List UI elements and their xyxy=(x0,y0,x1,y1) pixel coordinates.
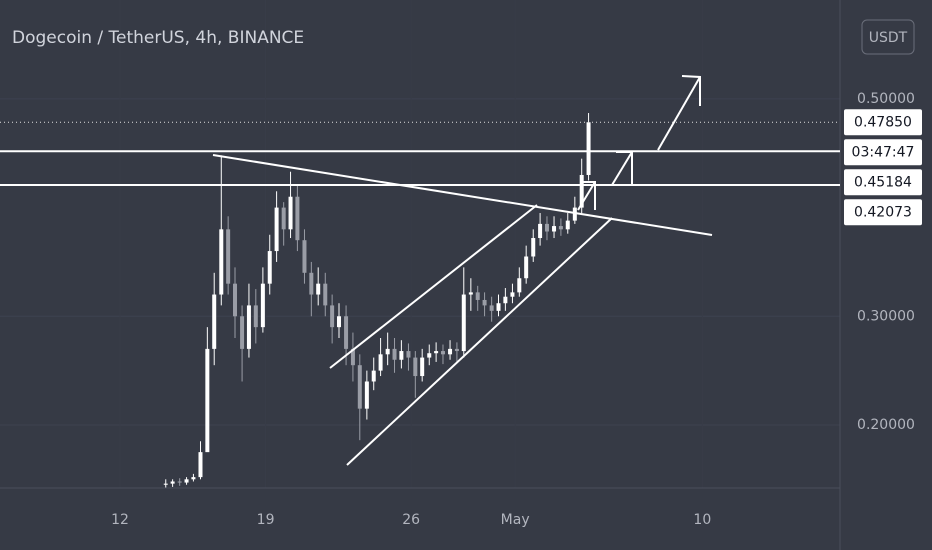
candle-body xyxy=(267,251,272,284)
arrow-head xyxy=(681,75,701,106)
candle-body xyxy=(475,292,480,300)
candle-body xyxy=(288,196,293,230)
candle-body xyxy=(572,207,577,221)
candle-body xyxy=(184,479,189,483)
candle-body xyxy=(198,452,203,478)
candle-body xyxy=(260,283,265,328)
candle-body xyxy=(468,292,473,295)
y-tick-label: 0.50000 xyxy=(857,91,915,107)
candle-body xyxy=(538,223,543,239)
candle-body xyxy=(309,272,314,295)
candle-body xyxy=(350,348,355,366)
candle-body xyxy=(233,283,238,317)
candle-body xyxy=(364,381,369,409)
candle-body xyxy=(440,351,445,355)
candle-body xyxy=(357,365,362,409)
candle-body xyxy=(274,207,279,252)
last-price-label: 0.47850 xyxy=(854,114,912,130)
channel-upper xyxy=(329,204,538,369)
candle-body xyxy=(316,283,321,295)
candle-body xyxy=(544,223,549,232)
candle-body xyxy=(344,316,349,349)
y-tick-label: 0.20000 xyxy=(857,417,915,433)
candle-body xyxy=(385,348,390,355)
candle-body xyxy=(191,477,196,480)
candle-body xyxy=(434,351,439,354)
candle-body xyxy=(427,353,432,358)
chart-title: Dogecoin / TetherUS, 4h, BINANCE xyxy=(12,28,304,48)
candle-body xyxy=(579,174,584,208)
candle-body xyxy=(399,351,404,360)
candle-body xyxy=(489,305,494,311)
candle-body xyxy=(482,299,487,306)
candle-body xyxy=(565,220,570,230)
candle-body xyxy=(246,305,251,349)
candle-body xyxy=(336,316,341,328)
candle-body xyxy=(226,229,231,284)
x-tick-label: 10 xyxy=(693,512,711,528)
candle-body xyxy=(295,196,300,241)
candle-body xyxy=(503,296,508,304)
candle-body xyxy=(170,481,175,484)
candle-body xyxy=(406,351,411,358)
channel-lower xyxy=(346,217,613,466)
candle-body xyxy=(281,207,286,230)
candle-body xyxy=(496,303,501,311)
candle-body xyxy=(454,348,459,352)
countdown-label-box xyxy=(844,139,922,166)
y-tick-label: 0.30000 xyxy=(857,308,915,324)
x-tick-label: 12 xyxy=(111,512,129,528)
candle-body xyxy=(552,226,557,232)
candle-body xyxy=(413,357,418,377)
candle-body xyxy=(420,357,425,377)
level-label-box xyxy=(844,199,922,226)
x-tick-label: 19 xyxy=(257,512,275,528)
candle-body xyxy=(448,348,453,355)
candle-body xyxy=(558,226,563,230)
currency-label: USDT xyxy=(869,30,908,46)
level-label-box xyxy=(844,169,922,196)
arrow xyxy=(611,151,633,186)
candle-body xyxy=(253,305,258,328)
candle-body xyxy=(323,283,328,306)
countdown-label: 03:47:47 xyxy=(852,144,915,160)
candle-body xyxy=(378,354,383,371)
candle-body xyxy=(524,256,529,279)
x-tick-label: May xyxy=(501,512,530,528)
last-price-label-box xyxy=(844,109,922,136)
trend-line xyxy=(212,154,713,236)
candle-body xyxy=(392,348,397,360)
candle-body xyxy=(302,240,307,273)
level-label: 0.42073 xyxy=(854,204,912,220)
candle-body xyxy=(531,238,536,257)
candle-body xyxy=(212,294,217,349)
currency-button[interactable] xyxy=(861,19,915,55)
candle-body xyxy=(330,305,335,328)
x-tick-label: 26 xyxy=(402,512,420,528)
arrow xyxy=(657,76,701,151)
candle-body xyxy=(163,483,168,485)
level-label: 0.45184 xyxy=(854,174,912,190)
arrow xyxy=(577,181,596,211)
candle-body xyxy=(586,122,591,175)
candle-body xyxy=(371,370,376,382)
candle-body xyxy=(517,278,522,293)
arrow-head xyxy=(581,181,596,210)
candle-body xyxy=(461,294,466,352)
candle-body xyxy=(240,316,245,349)
candle-body xyxy=(219,229,224,295)
candle-body xyxy=(205,348,210,453)
candle-body xyxy=(177,481,182,483)
candle-body xyxy=(510,292,515,297)
